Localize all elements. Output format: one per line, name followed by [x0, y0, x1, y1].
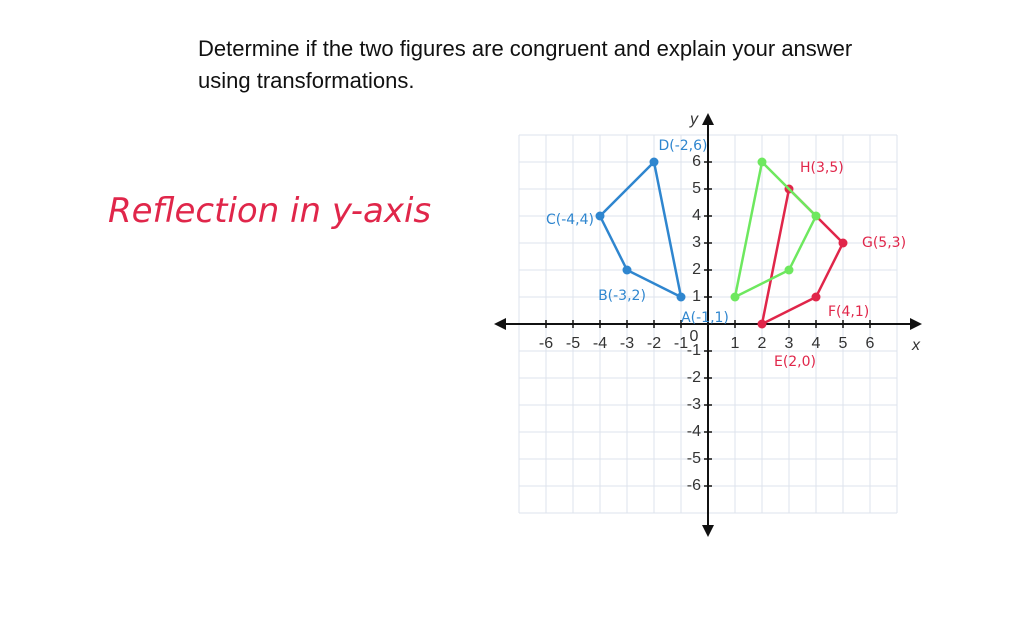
x-tick-label: 5: [839, 335, 848, 352]
figure-outline: [598, 160, 683, 299]
y-tick-label: -3: [687, 396, 701, 413]
handwritten-note: Reflection in y-axis: [108, 191, 431, 231]
axis-label: y: [689, 111, 699, 128]
vertex: [757, 319, 767, 329]
vertex: [676, 292, 686, 302]
vertex: [622, 265, 632, 275]
vertex-label: A(-1,1): [681, 310, 729, 326]
y-tick-label: 6: [692, 153, 701, 170]
vertex: [838, 238, 848, 248]
y-tick-label: -1: [687, 342, 701, 359]
y-tick-label: -4: [687, 423, 701, 440]
y-tick-label: 2: [692, 261, 701, 278]
x-tick-label: 6: [866, 335, 875, 352]
vertex-label: D(-2,6): [658, 138, 707, 154]
vertex: [811, 292, 821, 302]
figure-outline: [733, 160, 818, 299]
x-tick-label: 1: [731, 335, 740, 352]
y-tick-label: -5: [687, 450, 701, 467]
x-tick-label: -3: [620, 335, 634, 352]
question-line: Determine if the two figures are congrue…: [198, 36, 852, 61]
x-tick-label: 2: [758, 335, 767, 352]
vertex: [649, 157, 659, 167]
y-tick-label: 5: [692, 180, 701, 197]
vertex: [595, 211, 605, 221]
y-tick-label: 1: [692, 288, 701, 305]
x-tick-label: -2: [647, 335, 661, 352]
vertex: [757, 157, 767, 167]
x-tick-label: 4: [812, 335, 821, 352]
x-tick-label: -4: [593, 335, 607, 352]
origin-label: 0: [690, 328, 699, 345]
y-tick-label: 3: [692, 234, 701, 251]
question-line: using transformations.: [198, 68, 414, 93]
vertex-label: G(5,3): [862, 235, 906, 251]
x-tick-label: 3: [785, 335, 794, 352]
vertex-label: F(4,1): [828, 304, 869, 320]
y-tick-label: -6: [687, 477, 701, 494]
vertex-label: E(2,0): [774, 354, 816, 370]
vertex-label: C(-4,4): [546, 212, 594, 228]
y-tick-label: 4: [692, 207, 701, 224]
vertex-label: B(-3,2): [598, 288, 646, 304]
vertex: [730, 292, 740, 302]
x-tick-label: -1: [674, 335, 688, 352]
coordinate-plane: x y 0 -6 -5 -4 -3 -2 -1 1 2 3 4 5 6 -6 -5 -4 -3 -2 -1 1 2 3 4 5 6 A…: [494, 111, 922, 537]
x-tick-label: -6: [539, 335, 553, 352]
vertex: [811, 211, 821, 221]
axis-label: x: [911, 337, 921, 354]
x-tick-label: -5: [566, 335, 580, 352]
vertex-label: H(3,5): [800, 160, 844, 176]
y-tick-label: -2: [687, 369, 701, 386]
vertex: [784, 265, 794, 275]
